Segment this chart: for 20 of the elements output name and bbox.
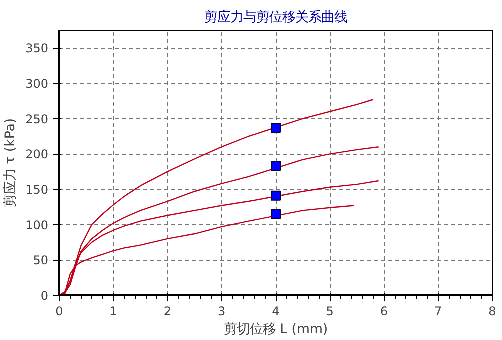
y-tick-label: 100 xyxy=(26,218,48,232)
x-tick-label: 1 xyxy=(110,304,118,318)
x-axis-title: 剪切位移 L (mm) xyxy=(224,322,328,338)
y-tick-label: 50 xyxy=(33,254,49,268)
x-tick-label: 4 xyxy=(272,304,280,318)
x-tick-label: 7 xyxy=(434,304,442,318)
x-tick-label: 5 xyxy=(326,304,334,318)
x-tick-label: 2 xyxy=(164,304,172,318)
chart-title: 剪应力与剪位移关系曲线 xyxy=(204,10,348,26)
x-tick-label: 6 xyxy=(380,304,388,318)
y-axis-title: 剪应力 τ (kPa) xyxy=(2,118,19,208)
y-tick-label: 150 xyxy=(26,183,48,197)
y-tick-label: 200 xyxy=(26,148,48,162)
y-tick-label: 250 xyxy=(26,112,48,126)
y-tick-label: 0 xyxy=(40,289,49,303)
y-tick-label: 350 xyxy=(26,42,48,56)
y-tick-label: 300 xyxy=(26,77,48,91)
x-tick-label: 0 xyxy=(56,304,64,318)
x-tick-label: 8 xyxy=(488,304,496,318)
x-tick-label: 3 xyxy=(218,304,226,318)
